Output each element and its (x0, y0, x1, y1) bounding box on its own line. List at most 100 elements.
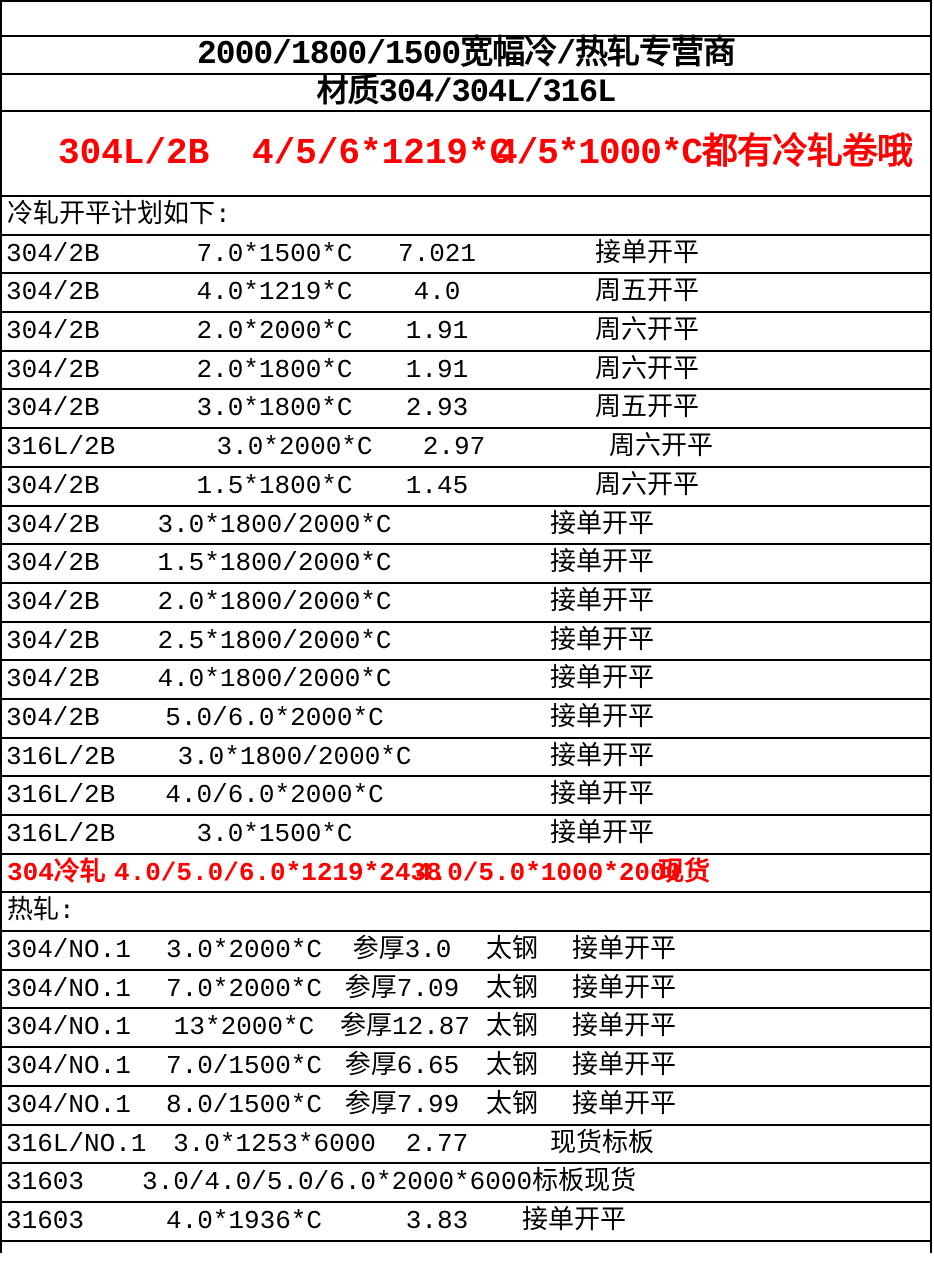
cell-grade: 316L/2B (6, 819, 116, 849)
table-row: 304/NO.1 8.0/1500*C 参厚7.99 太钢 接单开平 (2, 1087, 930, 1126)
table-row: 316L/2B 3.0*2000*C 2.97 周六开平 (2, 429, 930, 468)
cell-note: 接单开平 (549, 702, 654, 733)
title-row-material: 材质304/304L/316L (2, 75, 930, 112)
cell-spec: 2.0*2000*C (196, 316, 353, 347)
table-row: 304/2B 5.0/6.0*2000*C 接单开平 (2, 700, 930, 739)
cell-spec: 4.0*1800/2000*C (157, 664, 392, 695)
cell-grade: 304/2B (6, 277, 100, 308)
cell-actual-thickness: 参厚12.87 (340, 1012, 471, 1043)
cell-note: 周六开平 (594, 354, 699, 385)
cell-grade: 304/NO.1 (6, 973, 131, 1004)
stock-spec-1: 4.0/5.0/6.0*1219*2438 (114, 857, 442, 888)
table-row: 316L/NO.1 3.0*1253*6000 2.77 现货标板 (2, 1126, 930, 1165)
cell-thickness-value: 1.91 (405, 316, 469, 347)
cell-note: 接单开平 (549, 819, 654, 849)
cell-note: 周六开平 (608, 432, 713, 463)
cell-mill: 太钢 (485, 973, 538, 1004)
table-row: 304/2B 2.5*1800/2000*C 接单开平 (2, 623, 930, 662)
cell-note: 周六开平 (594, 316, 699, 347)
cell-spec: 8.0/1500*C (165, 1089, 323, 1120)
table-row: 316L/2B 4.0/6.0*2000*C 接单开平 (2, 777, 930, 816)
left-border-stub (0, 1240, 2, 1253)
cell-mill: 太钢 (485, 1089, 538, 1120)
cold-section-header-row: 冷轧开平计划如下: (2, 197, 930, 236)
title-row-main: 2000/1800/1500宽幅冷/热轧专营商 (2, 37, 930, 75)
cell-spec: 3.0*1500*C (196, 819, 353, 849)
promo-row: 304L/2B 4/5/6*1219*C 4/5*1000*C都有冷轧卷哦 (2, 112, 930, 197)
cell-note: 接单开平 (549, 780, 654, 811)
cell-grade: 304/2B (6, 586, 100, 617)
cell-thickness-value: 2.77 (405, 1128, 469, 1159)
cell-note: 接单开平 (549, 664, 654, 695)
cell-grade: 304/NO.1 (6, 1051, 131, 1082)
cell-note: 接单开平 (549, 625, 654, 656)
cell-spec: 4.0/6.0*2000*C (165, 780, 384, 811)
cell-actual-thickness: 参厚3.0 (352, 935, 452, 966)
right-border-stub (930, 1240, 932, 1253)
cell-spec: 3.0*1253*6000 (173, 1128, 376, 1159)
table-row: 304/2B 1.5*1800*C 1.45 周六开平 (2, 468, 930, 507)
cell-spec: 2.0*1800/2000*C (157, 586, 392, 617)
cell-mill: 太钢 (485, 1012, 538, 1043)
cell-spec: 13*2000*C (173, 1012, 315, 1043)
table-row: 304/2B 1.5*1800/2000*C 接单开平 (2, 545, 930, 584)
cell-note: 接单开平 (571, 935, 676, 966)
cell-grade: 304/2B (6, 625, 100, 656)
cell-grade: 304/2B (6, 548, 100, 579)
cell-grade: 304/NO.1 (6, 1012, 131, 1043)
cell-spec: 2.0*1800*C (196, 354, 353, 385)
cell-note: 接单开平 (571, 1051, 676, 1082)
table-row: 304/2B 7.0*1500*C 7.021 接单开平 (2, 236, 930, 275)
cell-grade: 304/NO.1 (6, 935, 131, 966)
cell-spec: 7.0/1500*C (165, 1051, 323, 1082)
hot-section-title: 热轧: (7, 896, 75, 927)
cell-grade: 304/2B (6, 509, 100, 540)
cell-spec: 3.0*2000*C (216, 432, 373, 463)
cell-thickness-value: 1.45 (405, 470, 469, 501)
cell-note: 接单开平 (594, 238, 699, 269)
cell-note: 周六开平 (594, 470, 699, 501)
table-row: 304/NO.1 3.0*2000*C 参厚3.0 太钢 接单开平 (2, 932, 930, 971)
cell-thickness-value: 3.83 (405, 1205, 469, 1236)
cell-grade: 316L/2B (6, 780, 116, 811)
cell-note: 周五开平 (594, 393, 699, 424)
hot-section-header-row: 热轧: (2, 893, 930, 933)
table-row: 304/2B 2.0*1800*C 1.91 周六开平 (2, 352, 930, 391)
table-row: 31603 4.0*1936*C 3.83 接单开平 (2, 1203, 930, 1242)
cell-grade: 31603 (6, 1167, 85, 1198)
promo-spec-2: 4/5*1000*C都有冷轧卷哦 (496, 133, 913, 174)
cell-note: 接单开平 (549, 586, 654, 617)
table-row: 304/NO.1 13*2000*C 参厚12.87 太钢 接单开平 (2, 1009, 930, 1049)
cell-spec: 7.0*1500*C (196, 238, 353, 269)
cell-spec: 3.0/4.0/5.0/6.0*2000*6000标板现货 (142, 1167, 637, 1198)
stock-spec-2: 4.0/5.0*1000*2000 (416, 857, 682, 888)
cell-spec: 7.0*2000*C (165, 973, 323, 1004)
cell-thickness-value: 2.97 (422, 432, 486, 463)
cell-grade: 316L/2B (6, 432, 116, 463)
cell-spec: 4.0*1219*C (196, 277, 353, 308)
cell-spec: 5.0/6.0*2000*C (165, 702, 384, 733)
cell-mill: 太钢 (485, 1051, 538, 1082)
stock-grade: 304冷轧 (7, 857, 106, 888)
table-row: 304/2B 4.0*1800/2000*C 接单开平 (2, 661, 930, 700)
cell-spec: 1.5*1800*C (196, 470, 353, 501)
cell-grade: 31603 (6, 1205, 85, 1236)
cell-note: 现货标板 (549, 1128, 654, 1159)
cell-actual-thickness: 参厚7.09 (344, 973, 460, 1004)
cell-note: 周五开平 (594, 277, 699, 308)
cell-grade: 316L/NO.1 (6, 1128, 147, 1159)
cell-spec: 4.0*1936*C (165, 1205, 323, 1236)
cell-grade: 304/2B (6, 664, 100, 695)
cell-note: 接单开平 (549, 741, 654, 772)
cell-thickness-value: 7.021 (397, 238, 476, 269)
cell-thickness-value: 4.0 (413, 277, 461, 308)
cell-spec: 3.0*2000*C (165, 935, 323, 966)
cell-actual-thickness: 参厚7.99 (344, 1089, 460, 1120)
cell-grade: 304/2B (6, 316, 100, 347)
cell-spec: 3.0*1800/2000*C (157, 509, 392, 540)
promo-grade: 304L/2B (58, 133, 210, 174)
cell-grade: 304/2B (6, 393, 100, 424)
cell-note: 接单开平 (549, 509, 654, 540)
table-row: 316L/2B 3.0*1500*C 接单开平 (2, 816, 930, 855)
